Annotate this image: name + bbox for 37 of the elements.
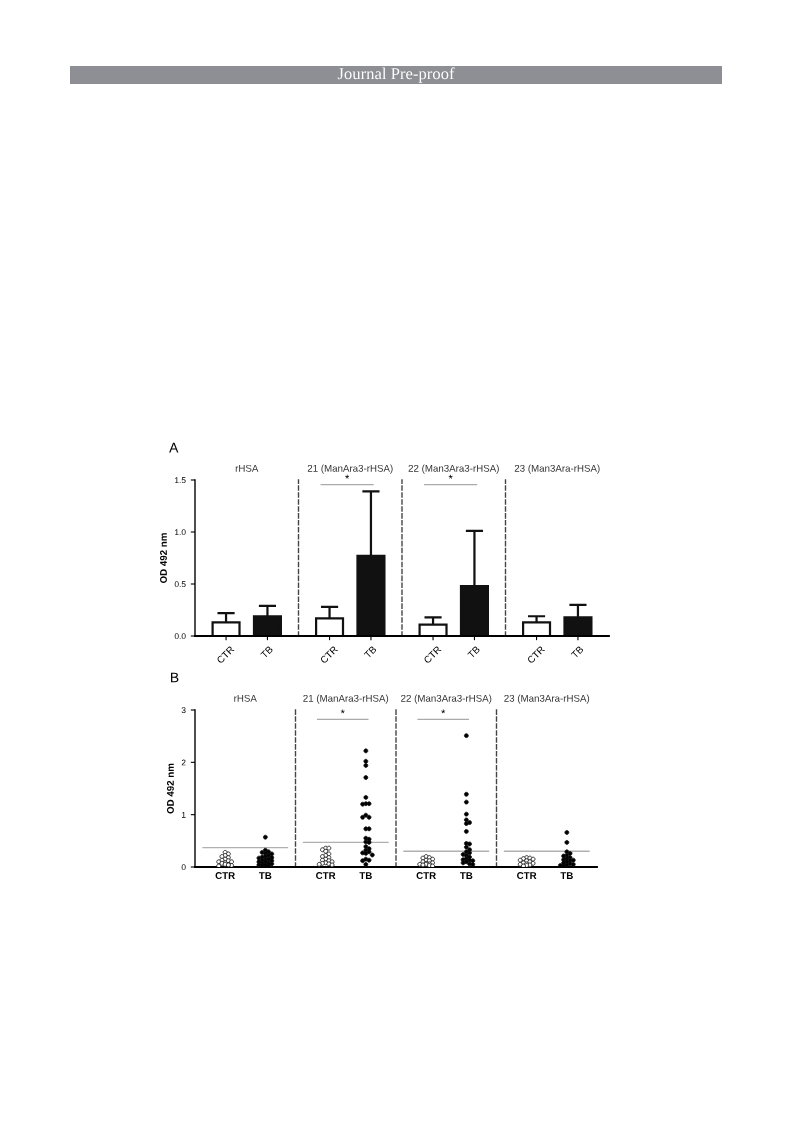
text: B — [171, 672, 179, 683]
annotation: * — [340, 709, 345, 714]
chart-title: 22 (Man3Ara3-rHSA) — [401, 694, 492, 704]
y-tick-label: 2 — [181, 759, 186, 766]
x-tick-label: TB — [359, 872, 372, 879]
chart-title: 21 (ManAra3-rHSA) — [303, 694, 389, 704]
x-tick-label: CTR — [517, 872, 537, 879]
text: Journal Pre-proof — [337, 67, 455, 83]
chart-title: 23 (Man3Ara-rHSA) — [514, 464, 600, 474]
y-tick-label: 1 — [181, 811, 186, 818]
x-tick-label: CTR — [215, 872, 235, 879]
x-tick-label: TB — [459, 872, 473, 879]
y-axis-title: OD 492 nm — [160, 533, 167, 583]
x-tick-label: TB — [260, 645, 274, 659]
chart-title: rHSA — [234, 694, 257, 702]
chart-title: 23 (Man3Ara-rHSA) — [504, 694, 590, 704]
y-tick-label: 1.0 — [175, 529, 186, 536]
x-tick-label: TB — [363, 645, 377, 659]
x-tick-label: TB — [258, 872, 272, 879]
x-tick-label: CTR — [316, 872, 336, 879]
chart-title: 21 (ManAra3-rHSA) — [307, 464, 393, 474]
y-tick-label: 0.0 — [174, 633, 186, 640]
text: * — [345, 474, 350, 479]
y-tick-label: 0 — [181, 864, 186, 871]
text: A — [169, 442, 179, 453]
y-axis-title: OD 492 nm — [166, 763, 174, 814]
x-tick-label: TB — [560, 872, 573, 879]
y-tick-label: 3 — [181, 707, 186, 714]
x-tick-label: TB — [467, 645, 481, 659]
x-tick-label: CTR — [416, 872, 436, 879]
chart-title: 22 (Man3Ara3-rHSA) — [408, 464, 499, 474]
annotation: * — [441, 709, 446, 714]
y-tick-label: 0.5 — [174, 581, 186, 588]
chart-title: rHSA — [235, 464, 259, 472]
y-tick-label: 1.5 — [175, 477, 186, 484]
text: * — [448, 474, 453, 479]
x-tick-label: TB — [570, 645, 584, 659]
